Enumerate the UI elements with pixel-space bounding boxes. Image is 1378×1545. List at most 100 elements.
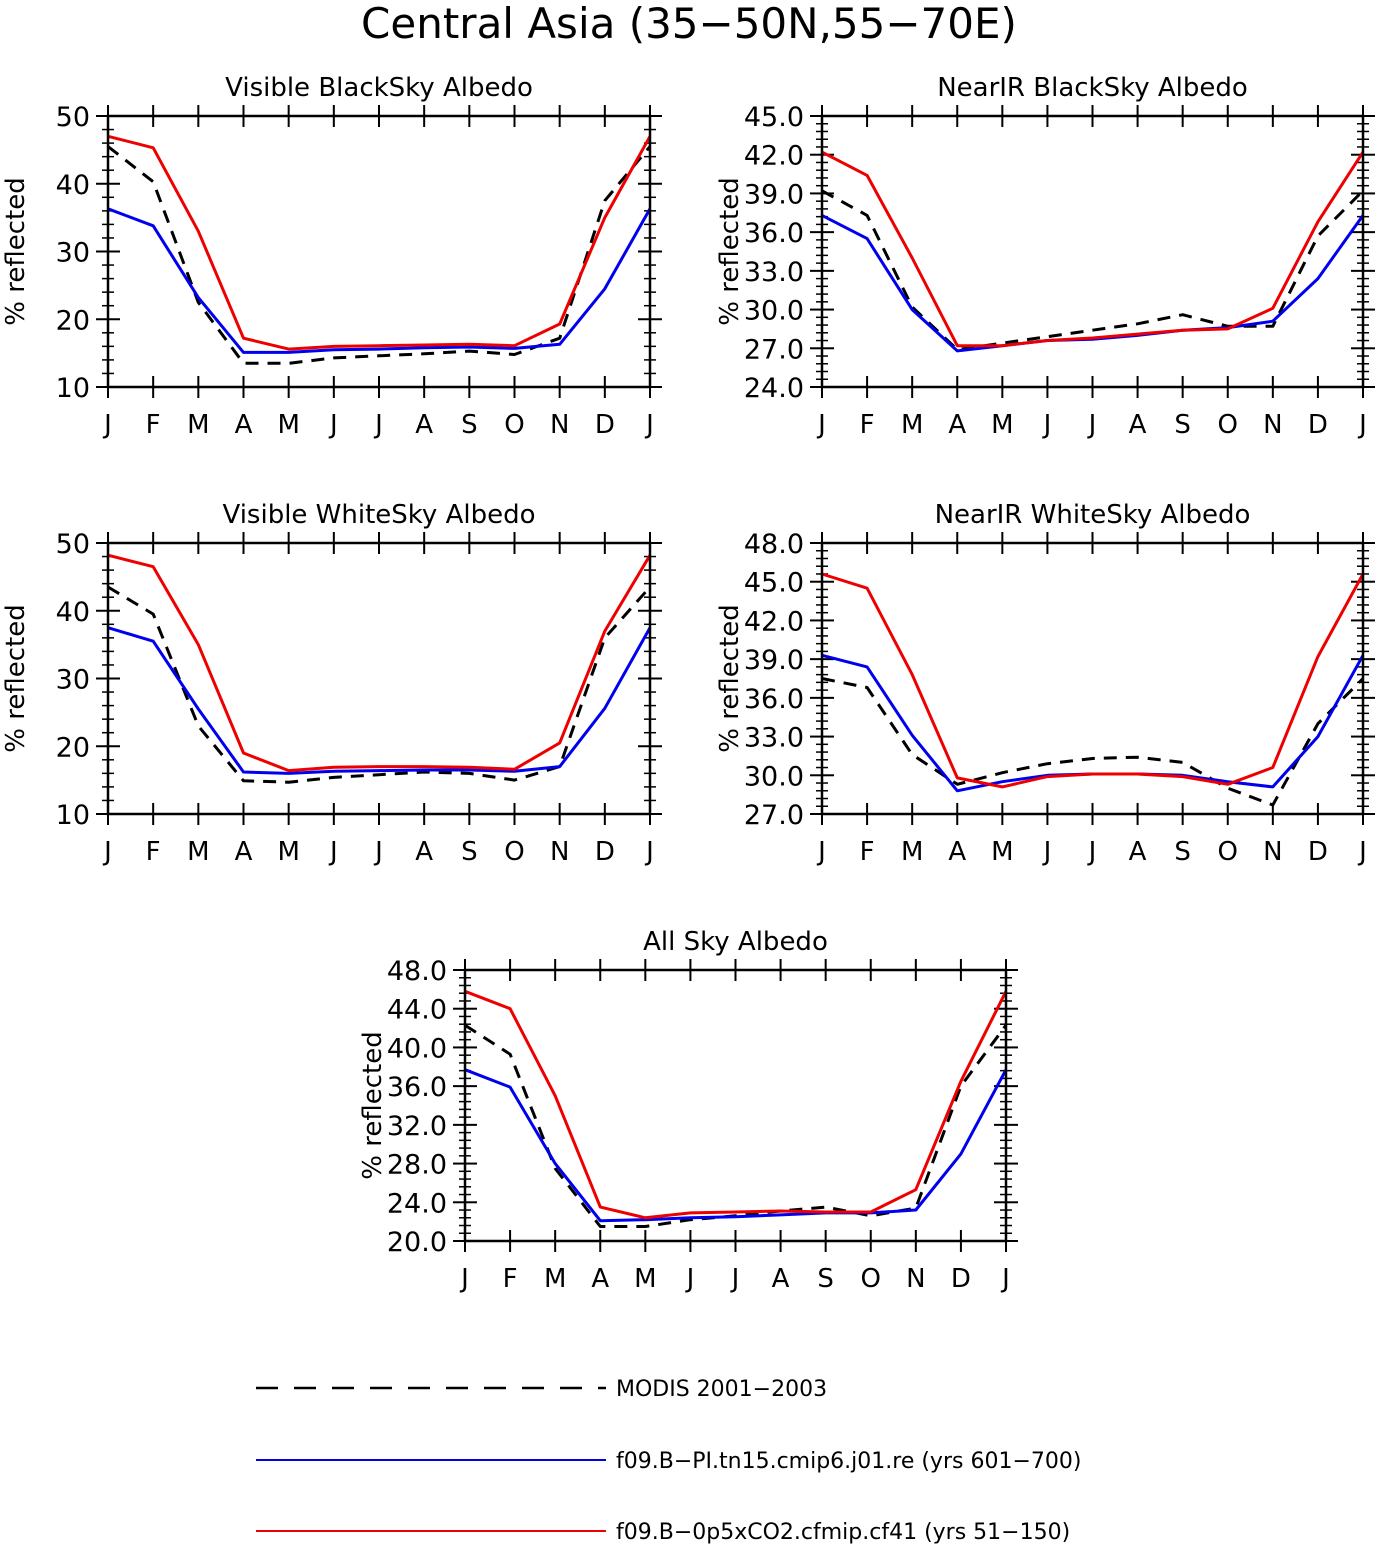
x-tick-label: N <box>1263 837 1282 867</box>
x-tick-label: O <box>504 410 524 440</box>
y-axis-label: % reflected <box>1 177 31 325</box>
y-tick-label: 20 <box>56 732 90 763</box>
x-tick-label: J <box>816 837 826 867</box>
y-tick-label: 27.0 <box>744 334 804 365</box>
y-tick-label: 20.0 <box>387 1227 447 1258</box>
y-tick-label: 40 <box>56 170 90 201</box>
x-tick-label: O <box>1218 837 1238 867</box>
x-tick-label: O <box>1218 410 1238 440</box>
y-tick-label: 39.0 <box>744 645 804 676</box>
x-tick-label: N <box>1263 410 1282 440</box>
y-axis-label: % reflected <box>1 604 31 752</box>
x-tick-label: N <box>906 1264 925 1294</box>
y-tick-label: 45.0 <box>744 568 804 599</box>
x-tick-label: D <box>1308 410 1328 440</box>
x-tick-label: M <box>277 410 299 440</box>
x-tick-label: J <box>328 837 338 867</box>
series-line-1 <box>821 189 1365 352</box>
x-tick-label: F <box>503 1264 518 1294</box>
plot-frame <box>106 541 652 816</box>
x-tick-label: D <box>595 837 615 867</box>
x-tick-label: J <box>816 410 826 440</box>
x-tick-label: J <box>373 837 383 867</box>
x-tick-label: S <box>1174 837 1191 867</box>
x-tick-label: F <box>860 410 875 440</box>
x-tick-label: J <box>459 1264 469 1294</box>
y-tick-label: 28.0 <box>387 1150 447 1181</box>
y-tick-label: 30 <box>56 665 90 696</box>
x-tick-label: J <box>1042 837 1052 867</box>
plot-frame <box>820 541 1365 816</box>
x-tick-label: S <box>461 410 478 440</box>
x-tick-label: J <box>102 410 112 440</box>
x-tick-label: N <box>550 410 569 440</box>
series-line-2 <box>464 1068 1008 1223</box>
x-tick-label: S <box>461 837 478 867</box>
y-tick-label: 33.0 <box>744 257 804 288</box>
panel-title: NearIR WhiteSky Albedo <box>935 500 1251 530</box>
series-line-1 <box>821 677 1365 807</box>
x-tick-label: J <box>1087 837 1097 867</box>
y-tick-label: 36.0 <box>387 1072 447 1103</box>
y-axis-label: % reflected <box>715 604 745 752</box>
x-tick-label: S <box>1174 410 1191 440</box>
y-tick-label: 36.0 <box>744 218 804 249</box>
plot-frame <box>106 114 652 389</box>
x-tick-label: J <box>1357 837 1367 867</box>
x-tick-label: N <box>550 837 569 867</box>
x-tick-label: F <box>146 837 161 867</box>
x-tick-label: J <box>1000 1264 1010 1294</box>
x-tick-label: J <box>1087 410 1097 440</box>
x-tick-label: M <box>901 410 923 440</box>
series-line-2 <box>821 653 1365 793</box>
series-line-3 <box>107 553 652 773</box>
series-line-1 <box>107 585 652 784</box>
series-line-2 <box>107 626 652 775</box>
legend-label-2: f09.B−PI.tn15.cmip6.j01.re (yrs 601−700) <box>616 1449 1081 1474</box>
y-tick-label: 40 <box>56 597 90 628</box>
y-tick-label: 24.0 <box>744 373 804 404</box>
x-tick-label: M <box>901 837 923 867</box>
legend: MODIS 2001−2003 f09.B−PI.tn15.cmip6.j01.r… <box>256 1377 1081 1545</box>
y-tick-label: 10 <box>56 800 90 831</box>
plot-frame <box>820 114 1365 389</box>
x-tick-label: O <box>861 1264 881 1294</box>
x-tick-label: J <box>730 1264 740 1294</box>
x-tick-label: J <box>102 837 112 867</box>
x-tick-label: M <box>277 837 299 867</box>
y-tick-label: 30.0 <box>744 761 804 792</box>
y-tick-label: 30.0 <box>744 296 804 327</box>
x-tick-label: J <box>644 410 654 440</box>
y-tick-label: 50 <box>56 102 90 133</box>
y-tick-label: 42.0 <box>744 141 804 172</box>
x-tick-label: A <box>235 837 253 867</box>
x-tick-label: J <box>1042 410 1052 440</box>
panel-title: All Sky Albedo <box>643 927 828 957</box>
y-tick-label: 32.0 <box>387 1111 447 1142</box>
series-line-1 <box>464 1023 1008 1228</box>
series-line-3 <box>821 572 1365 789</box>
x-tick-label: J <box>328 410 338 440</box>
series-line-3 <box>821 150 1365 348</box>
x-tick-label: F <box>860 837 875 867</box>
y-tick-label: 39.0 <box>744 179 804 210</box>
x-tick-label: A <box>591 1264 609 1294</box>
x-tick-label: A <box>1129 410 1147 440</box>
x-tick-label: A <box>1129 837 1147 867</box>
x-tick-label: A <box>948 837 966 867</box>
x-tick-label: M <box>991 410 1013 440</box>
x-tick-label: S <box>817 1264 834 1294</box>
x-tick-label: M <box>991 837 1013 867</box>
plot-frame <box>463 968 1008 1243</box>
panel-title: NearIR BlackSky Albedo <box>937 73 1248 103</box>
y-tick-label: 48.0 <box>387 956 447 987</box>
series-line-3 <box>107 134 652 351</box>
x-tick-label: D <box>1308 837 1328 867</box>
x-tick-label: M <box>634 1264 656 1294</box>
y-tick-label: 50 <box>56 529 90 560</box>
x-tick-label: O <box>504 837 524 867</box>
